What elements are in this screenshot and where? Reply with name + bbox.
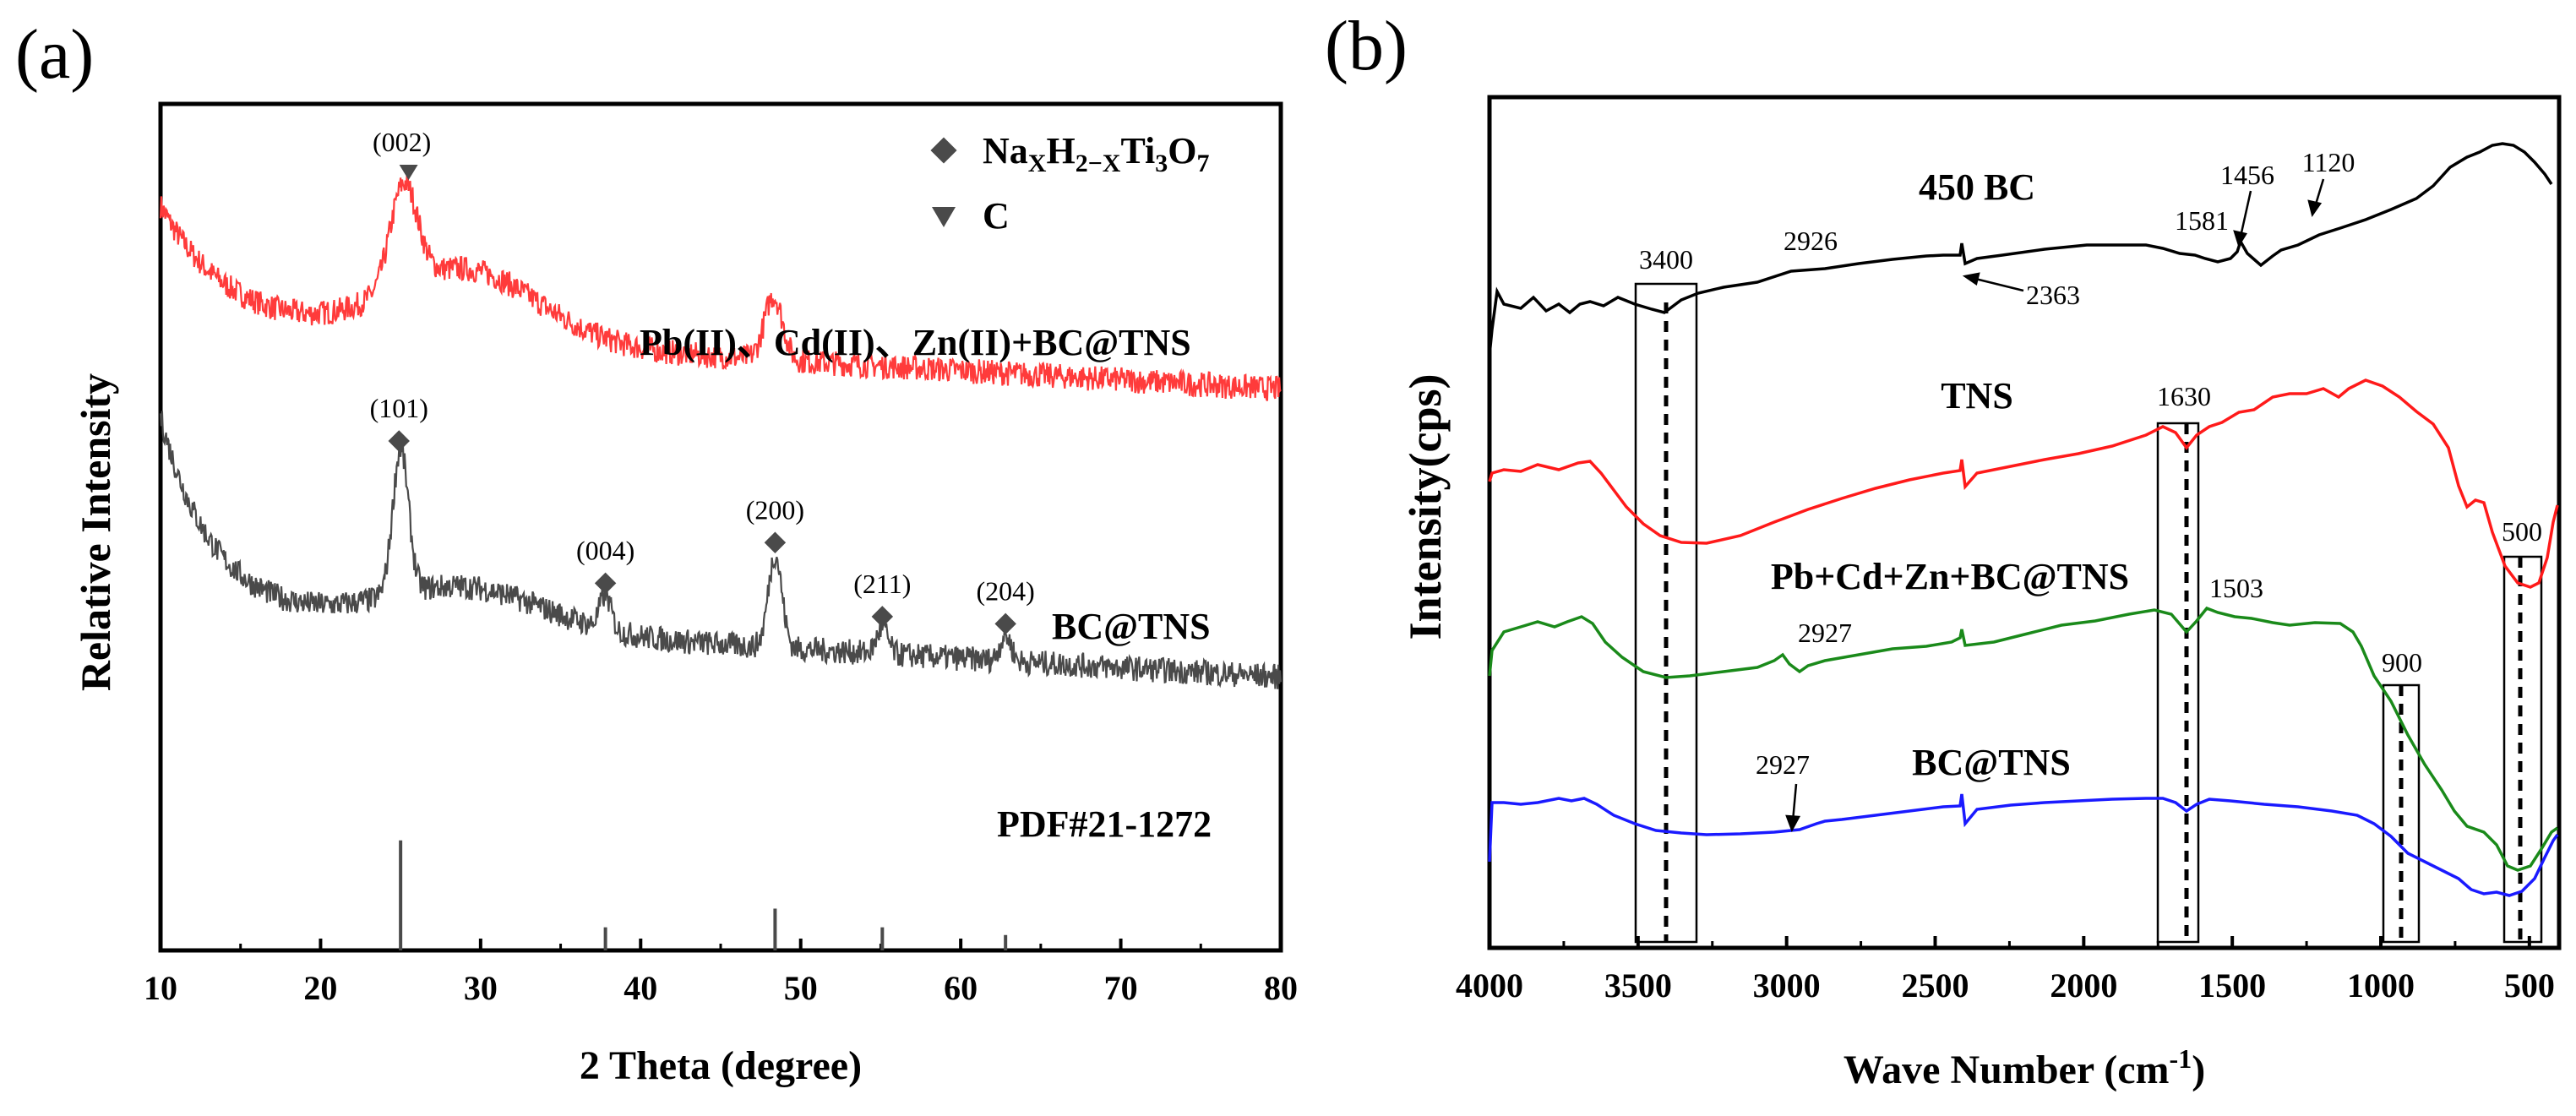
- annotation-1456: 1456: [2220, 160, 2274, 190]
- xrd-tick-label: 40: [624, 969, 657, 1007]
- annotation-1120: 1120: [2302, 147, 2355, 177]
- band-box-500: [2502, 555, 2543, 944]
- peak-label: (101): [370, 393, 428, 423]
- arrow-1456-head: [2233, 230, 2247, 248]
- ftir-x-axis-title: Wave Number (cm-1): [1844, 1043, 2205, 1092]
- ftir-tick-label: 1000: [2347, 966, 2415, 1004]
- xrd-tick-label: 60: [944, 969, 978, 1007]
- peak-label: (200): [746, 494, 804, 525]
- ftir-tick-label: 2000: [2050, 966, 2117, 1004]
- band-highlight-boxes: [1634, 282, 2543, 944]
- annotation-500: 500: [2502, 516, 2542, 547]
- legend-diamond-marker: [930, 137, 957, 164]
- ftir-tick-label: 3000: [1753, 966, 1821, 1004]
- xrd-series-line: [159, 173, 1282, 401]
- annotation-1503: 1503: [2209, 573, 2263, 603]
- arrow-1120-head: [2307, 199, 2323, 217]
- annotation-2927-green: 2927: [1798, 618, 1852, 648]
- peak-label: (002): [373, 127, 431, 157]
- ftir-tick-label: 3500: [1604, 966, 1672, 1004]
- peak-marker-diamond: [388, 430, 410, 452]
- legend-label-carbon: C: [983, 195, 1010, 237]
- ftir-tick-label: 4000: [1456, 966, 1523, 1004]
- ftir-label-metal-loaded: Pb+Cd+Zn+BC@TNS: [1771, 556, 2129, 597]
- ftir-line-bc-tns: [1488, 793, 2559, 897]
- ftir-plot-frame: [1487, 95, 2562, 950]
- reference-pattern: [399, 840, 1008, 950]
- legend-triangle-marker: [932, 207, 956, 227]
- ftir-line-450bc: [1488, 142, 2553, 356]
- ftir-y-axis-title: Intensity(cps): [1400, 373, 1451, 640]
- ftir-x-ticks: 4000 3500 3000 2500 2000 1500 1000 500: [1456, 936, 2555, 1004]
- xrd-tick-label: 20: [303, 969, 337, 1007]
- annotation-2926: 2926: [1784, 226, 1838, 256]
- xrd-tick-label: 30: [464, 969, 498, 1007]
- reference-label: PDF#21-1272: [997, 803, 1212, 845]
- arrow-2927: [1791, 783, 1798, 822]
- xrd-legend: NaXH2−XTi3O7 C: [930, 130, 1209, 237]
- legend-label-sodium-titanate: NaXH2−XTi3O7: [983, 130, 1209, 177]
- xrd-tick-label: 70: [1104, 969, 1138, 1007]
- ftir-line-tns: [1488, 378, 2559, 589]
- peak-label: (211): [853, 569, 911, 599]
- band-box-1630: [2156, 422, 2200, 944]
- xrd-y-axis-title: Relative Intensity: [72, 373, 119, 691]
- xrd-series-lines: [159, 173, 1283, 689]
- ftir-annotations: 3400 2926 2363 1581 1456 1120 1630 1503 …: [1639, 147, 2542, 780]
- peak-marker-diamond: [764, 531, 787, 554]
- peak-label: (204): [977, 575, 1035, 606]
- ftir-label-450bc: 450 BC: [1919, 166, 2035, 208]
- peak-marker-diamond: [871, 606, 894, 628]
- arrow-2927-head: [1785, 814, 1801, 833]
- series-label-bc-tns: BC@TNS: [1052, 606, 1211, 647]
- ftir-line-metal-loaded: [1488, 606, 2559, 872]
- annotation-1630: 1630: [2157, 381, 2211, 411]
- peak-marker-triangle: [399, 165, 418, 181]
- arrow-1456: [2239, 190, 2252, 237]
- annotation-1581: 1581: [2175, 205, 2229, 236]
- xrd-tick-label: 80: [1264, 969, 1298, 1007]
- xrd-series-line: [159, 411, 1283, 689]
- annotation-arrows: [1785, 178, 2325, 833]
- peak-marker-diamond: [994, 612, 1016, 635]
- xrd-x-axis-title: 2 Theta (degree): [580, 1043, 862, 1088]
- annotation-3400: 3400: [1639, 244, 1693, 275]
- ftir-label-tns: TNS: [1941, 375, 2013, 416]
- series-label-metal-loaded: Pb(II)、Cd(II)、Zn(II)+BC@TNS: [640, 322, 1191, 363]
- ftir-tick-label: 2500: [1902, 966, 1969, 1004]
- xrd-tick-label: 50: [784, 969, 818, 1007]
- annotation-900: 900: [2382, 647, 2422, 678]
- ftir-panel: (b) 4000 3500 3000 2500 2000 1500 1000 500 450 …: [1325, 7, 2562, 1092]
- peak-marker-diamond: [594, 572, 617, 595]
- xrd-peak-labels: (002) (101) (004) (200) (211) (204): [370, 127, 1035, 635]
- ftir-label-bc-tns: BC@TNS: [1912, 742, 2071, 783]
- panel-b-label: (b): [1325, 7, 1408, 85]
- annotation-2927-blue: 2927: [1756, 749, 1810, 780]
- ftir-tick-label: 1500: [2198, 966, 2266, 1004]
- annotation-2363: 2363: [2026, 280, 2080, 310]
- arrow-2363-head: [1962, 272, 1980, 286]
- band-dashed-lines: [1664, 302, 2523, 942]
- xrd-tick-label: 10: [144, 969, 177, 1007]
- panel-a-label: (a): [15, 15, 94, 94]
- ftir-tick-label: 500: [2504, 966, 2555, 1004]
- xrd-panel: (a) 10 20 30 40 50 60 70 80 (002) (101) (004) (200…: [15, 15, 1298, 1088]
- peak-label: (004): [576, 535, 634, 565]
